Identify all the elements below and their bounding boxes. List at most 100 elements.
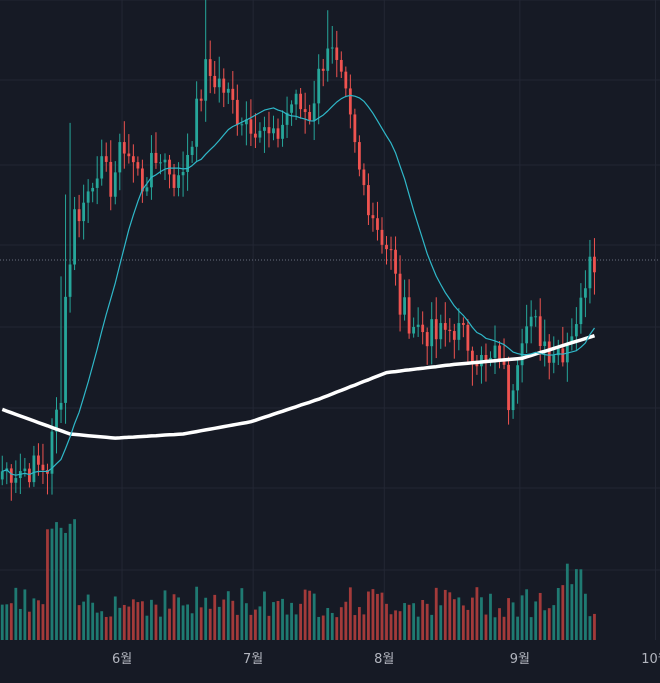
candle-body — [290, 104, 293, 113]
volume-bar — [574, 569, 578, 640]
volume-bar — [222, 599, 226, 640]
volume-bar — [249, 614, 253, 640]
volume-bar — [159, 616, 162, 640]
volume-bar — [172, 594, 176, 640]
volume-bar — [50, 528, 54, 640]
volume-bar — [258, 606, 262, 640]
volume-bar — [430, 614, 434, 640]
volume-bar — [439, 605, 443, 640]
candle-body — [593, 256, 596, 273]
candle-body — [299, 93, 303, 110]
candle-body — [312, 103, 316, 121]
volume-bar — [190, 613, 194, 640]
volume-bar — [588, 616, 592, 640]
volume-bar — [64, 532, 67, 640]
candle-body — [100, 156, 104, 179]
volume-bar — [59, 527, 63, 640]
candle-body — [272, 128, 275, 134]
volume-bar — [104, 616, 108, 640]
candle-body — [367, 185, 370, 216]
candle-body — [543, 341, 547, 346]
volume-bar — [330, 612, 334, 640]
volume-bar — [403, 603, 406, 640]
candle-body — [213, 75, 217, 88]
volume-bar — [466, 609, 470, 640]
volume-bar — [421, 600, 425, 640]
volume-bar — [118, 607, 122, 640]
volume-bar — [584, 593, 587, 640]
volume-bar — [41, 604, 45, 640]
volume-bar — [163, 590, 167, 640]
volume-bar — [86, 594, 90, 640]
candle-body — [434, 319, 438, 340]
candle-body — [23, 468, 27, 472]
candle-body — [217, 78, 221, 88]
volume-bar — [565, 563, 569, 640]
candle-body — [511, 390, 515, 411]
candle-body — [317, 68, 321, 104]
candle-body — [204, 59, 208, 101]
volume-bar — [480, 597, 483, 640]
volume-bar — [100, 611, 104, 640]
volume-bar — [0, 604, 4, 640]
candle-body — [263, 127, 266, 131]
volume-bar — [272, 602, 275, 640]
candle-body — [27, 468, 31, 483]
volume-bar — [37, 600, 40, 640]
volume-bar — [489, 593, 492, 640]
volume-bar — [5, 604, 9, 640]
candle-body — [0, 471, 4, 480]
candle-body — [258, 130, 262, 138]
candle-body — [448, 329, 452, 332]
candle-body — [172, 174, 176, 188]
volume-bar — [520, 595, 524, 640]
candle-body — [109, 161, 113, 197]
candle-body — [493, 345, 497, 358]
candle-body — [421, 324, 425, 333]
volume-bar — [27, 611, 31, 640]
volume-bar — [181, 605, 185, 640]
volume-bar — [425, 603, 429, 640]
candle-body — [41, 464, 45, 471]
volume-bar — [217, 606, 221, 640]
candle-body — [136, 162, 140, 169]
candle-body — [371, 215, 375, 219]
candle-body — [452, 331, 456, 340]
volume-bar — [240, 588, 244, 640]
volume-bar — [122, 604, 126, 640]
volume-bar — [14, 587, 18, 640]
candle-body — [416, 324, 420, 327]
ma-slow-line — [1, 334, 596, 440]
volume-bar — [68, 523, 72, 640]
volume-bar — [484, 614, 488, 640]
volume-bar — [416, 616, 420, 640]
volume-bar — [231, 600, 235, 640]
volume-bar — [294, 614, 298, 640]
candle-body — [525, 326, 529, 344]
candle-body — [321, 68, 325, 71]
volume-bar — [82, 601, 86, 640]
volume-bar — [461, 605, 465, 640]
candle-body — [412, 326, 416, 334]
candle-body — [475, 363, 479, 367]
volume-bar — [321, 615, 325, 640]
candle-body — [168, 159, 171, 175]
candle-body — [584, 288, 587, 298]
candle-body — [276, 128, 280, 139]
candle-body — [55, 409, 58, 432]
volume-bar — [502, 616, 506, 640]
candle-body — [574, 324, 578, 337]
candle-body — [484, 354, 488, 362]
candle-body — [222, 78, 226, 93]
volume-bar — [9, 603, 13, 640]
volume-bar — [335, 617, 339, 640]
volume-bars — [0, 519, 596, 640]
volume-bar — [32, 598, 36, 640]
volume-bar — [507, 598, 510, 640]
volume-bar — [543, 610, 547, 640]
candle-body — [235, 99, 239, 125]
candle-body — [186, 154, 190, 172]
volume-bar — [394, 610, 397, 640]
candle-body — [357, 142, 361, 170]
